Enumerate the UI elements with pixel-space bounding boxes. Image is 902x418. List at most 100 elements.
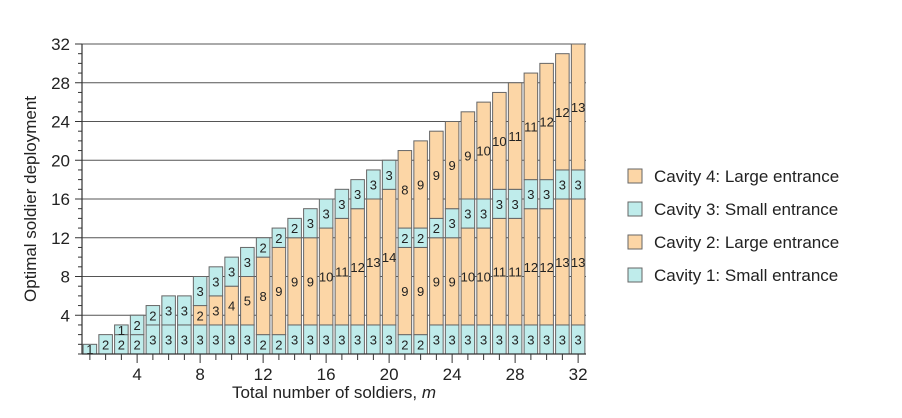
bar-segment bbox=[177, 295, 192, 326]
bar-segment-label: 3 bbox=[165, 303, 172, 318]
bar-segment-label: 5 bbox=[244, 294, 251, 309]
y-tick-label: 20 bbox=[51, 151, 70, 170]
bar-segment-label: 3 bbox=[212, 303, 219, 318]
bar-segment bbox=[255, 237, 271, 258]
bar-segment-label: 3 bbox=[433, 332, 440, 347]
bar-segment-label: 1 bbox=[118, 323, 125, 338]
bar-segment-label: 4 bbox=[228, 299, 235, 314]
bar-segment bbox=[287, 217, 302, 239]
bar-segment-label: 9 bbox=[449, 274, 456, 289]
bar-segment-label: 3 bbox=[543, 332, 550, 347]
legend-label: Cavity 2: Large entrance bbox=[654, 233, 839, 252]
bar-segment-label: 3 bbox=[323, 207, 330, 222]
bar-segment bbox=[366, 169, 381, 200]
bar-segment-label: 10 bbox=[461, 270, 475, 285]
bar-segment-label: 3 bbox=[575, 332, 582, 347]
legend-swatch bbox=[627, 168, 643, 184]
bar-segment-label: 3 bbox=[543, 187, 550, 202]
y-tick-label: 4 bbox=[61, 306, 70, 325]
bar-segment bbox=[492, 91, 507, 190]
legend: Cavity 4: Large entrance Cavity 3: Small … bbox=[627, 167, 839, 285]
bar-segment-label: 2 bbox=[197, 308, 204, 323]
bar-segment-label: 13 bbox=[571, 100, 585, 115]
bar-segment-label: 9 bbox=[307, 274, 314, 289]
bar-segment bbox=[555, 53, 570, 171]
bar-segment-label: 3 bbox=[464, 207, 471, 222]
bar-segment-label: 2 bbox=[260, 240, 267, 255]
bar-segment-label: 3 bbox=[338, 332, 345, 347]
bar-segment bbox=[476, 101, 491, 200]
bar-segment bbox=[192, 276, 208, 307]
bar-segment-label: 3 bbox=[307, 216, 314, 231]
bar-segment-label: 2 bbox=[433, 221, 440, 236]
bar-segment-label: 12 bbox=[555, 105, 569, 120]
bar-segment-label: 3 bbox=[496, 332, 503, 347]
x-tick-label: 32 bbox=[569, 365, 588, 384]
bar-segment-label: 2 bbox=[260, 337, 267, 352]
x-axis-title-text: Total number of soldiers, bbox=[232, 383, 422, 402]
bar-segment-label: 3 bbox=[386, 168, 393, 183]
bar-segment-label: 3 bbox=[480, 332, 487, 347]
bar-segment-label: 10 bbox=[492, 134, 506, 149]
bar-segment bbox=[523, 72, 539, 181]
bar-segment bbox=[460, 111, 476, 200]
bar-segment bbox=[271, 227, 287, 248]
x-tick-label: 4 bbox=[132, 365, 141, 384]
bar-segment bbox=[570, 43, 586, 171]
bar-segment-label: 11 bbox=[493, 265, 507, 280]
bar-segment-label: 11 bbox=[335, 265, 349, 280]
bar-segment-label: 3 bbox=[197, 332, 204, 347]
bar-segment-label: 13 bbox=[366, 255, 380, 270]
bar-segment bbox=[161, 295, 176, 326]
bar-segment-label: 2 bbox=[134, 318, 141, 333]
legend-swatch bbox=[627, 267, 643, 283]
bar-segment-label: 3 bbox=[228, 265, 235, 280]
bar-segment bbox=[413, 140, 428, 229]
legend-label: Cavity 1: Small entrance bbox=[654, 266, 838, 285]
y-axis-title: Optimal soldier deployment bbox=[21, 96, 40, 302]
y-tick-label: 24 bbox=[51, 113, 70, 132]
x-tick-label: 28 bbox=[506, 365, 525, 384]
x-tick-label: 12 bbox=[254, 365, 273, 384]
bar-segment-label: 3 bbox=[244, 255, 251, 270]
bar-segment-label: 3 bbox=[228, 332, 235, 347]
bar-segment-label: 2 bbox=[134, 337, 141, 352]
bar-segment-label: 3 bbox=[370, 332, 377, 347]
bar-segment bbox=[507, 82, 523, 190]
bar-segment-label: 3 bbox=[181, 303, 188, 318]
bar-segment bbox=[303, 208, 318, 239]
bar-segment-label: 3 bbox=[197, 284, 204, 299]
bar-segment-label: 11 bbox=[508, 265, 522, 280]
bar-segment-label: 8 bbox=[401, 182, 408, 197]
x-axis-title: Total number of soldiers, m bbox=[232, 383, 436, 402]
bar-segment-label: 3 bbox=[559, 177, 566, 192]
bar-segment-label: 9 bbox=[464, 148, 471, 163]
bar-segment-label: 9 bbox=[433, 168, 440, 183]
grid-layer bbox=[82, 43, 586, 316]
bar-segment-label: 3 bbox=[212, 274, 219, 289]
bar-segment-label: 12 bbox=[539, 260, 553, 275]
x-axis-title-variable: m bbox=[422, 383, 436, 402]
bar-segment bbox=[350, 179, 365, 210]
x-tick-label: 16 bbox=[317, 365, 336, 384]
bar-segment bbox=[224, 256, 239, 287]
bar-segment bbox=[334, 188, 350, 219]
bar-segment-label: 3 bbox=[449, 216, 456, 231]
bar-segment-label: 14 bbox=[382, 250, 396, 265]
bar-segment-label: 8 bbox=[260, 289, 267, 304]
bar-segment-label: 1 bbox=[86, 342, 93, 357]
bar-segment bbox=[208, 266, 224, 297]
bar-segment bbox=[397, 150, 413, 229]
bar-segment-label: 3 bbox=[338, 197, 345, 212]
bar-segment-label: 9 bbox=[433, 274, 440, 289]
bar-segment bbox=[114, 324, 129, 336]
bar-segment-label: 3 bbox=[212, 332, 219, 347]
bar-segment-label: 2 bbox=[417, 231, 424, 246]
bar-segment-label: 2 bbox=[275, 231, 282, 246]
bar-segment bbox=[381, 159, 397, 190]
legend-label: Cavity 3: Small entrance bbox=[654, 200, 838, 219]
y-tick-label: 16 bbox=[51, 190, 70, 209]
bar-segment-label: 12 bbox=[350, 260, 364, 275]
legend-swatch bbox=[627, 234, 643, 250]
